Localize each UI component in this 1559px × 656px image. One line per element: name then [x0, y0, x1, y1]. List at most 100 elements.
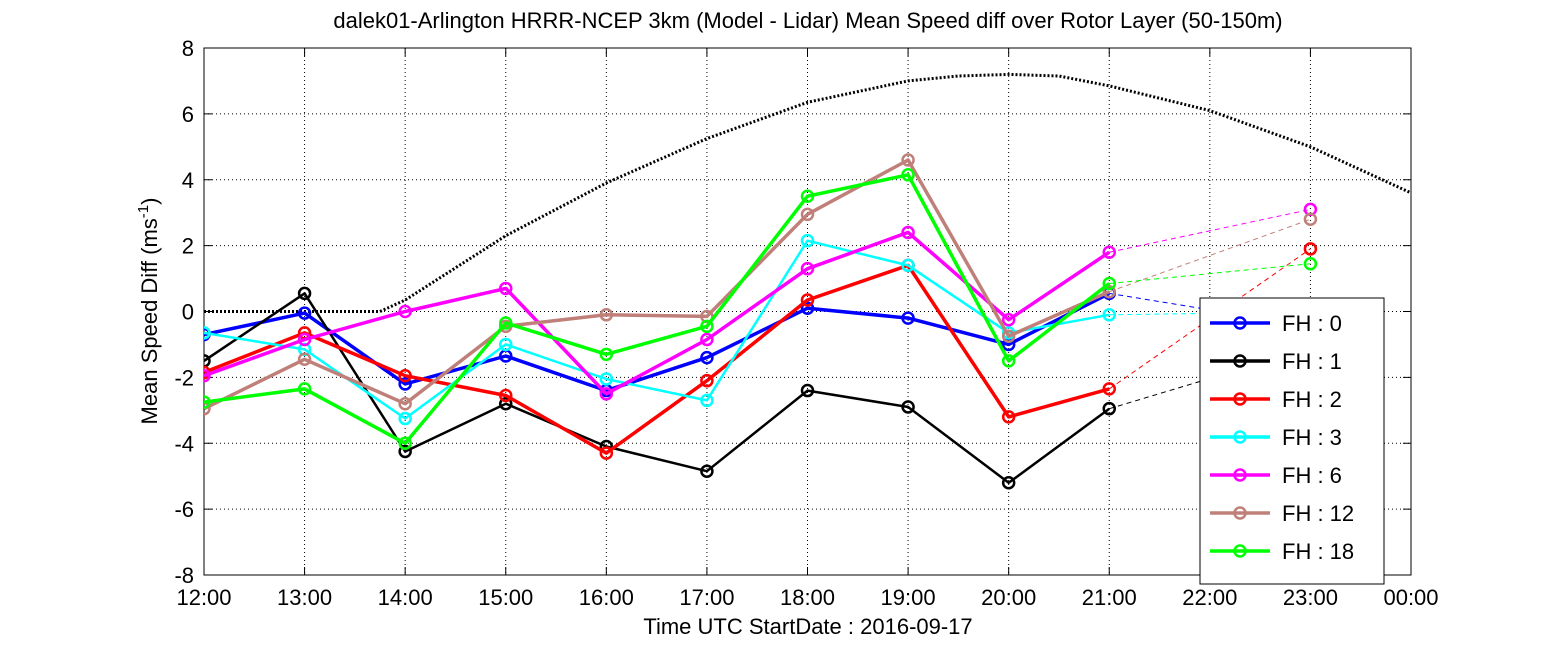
series-dashed-line	[1109, 208, 1311, 253]
y-tick-label: 4	[182, 168, 194, 193]
legend-label: FH : 6	[1282, 463, 1342, 488]
legend-label: FH : 12	[1282, 501, 1354, 526]
x-tick-label: 20:00	[981, 585, 1036, 610]
legend-label: FH : 18	[1282, 539, 1354, 564]
series-1	[204, 286, 1231, 490]
series-point	[1001, 312, 1016, 327]
legend-swatch-marker	[1233, 392, 1247, 406]
series-point	[499, 337, 513, 352]
y-axis-title-main: Mean Speed Diff (ms	[137, 218, 162, 424]
y-axis-title-suffix: )	[137, 198, 162, 205]
legend-label: FH : 0	[1282, 311, 1342, 336]
series-6	[204, 168, 1318, 450]
x-axis-title: Time UTC StartDate : 2016-09-17	[643, 614, 972, 639]
series-point	[901, 400, 915, 414]
series-point	[1303, 242, 1318, 256]
series-3	[204, 233, 1231, 426]
reference-curve	[204, 72, 1411, 313]
x-tick-label: 23:00	[1283, 585, 1338, 610]
series-point	[204, 395, 211, 409]
y-tick-label: -4	[174, 431, 194, 456]
y-axis-title: Mean Speed Diff (ms-1)	[135, 198, 162, 425]
y-tick-label: -6	[174, 497, 194, 522]
series-point	[297, 332, 312, 347]
y-tick-label: -2	[174, 365, 194, 390]
series-point	[204, 368, 211, 383]
series-5	[204, 153, 1318, 416]
series-point	[1001, 410, 1016, 424]
y-tick-label: 8	[182, 36, 194, 61]
series-point	[297, 306, 312, 320]
legend-swatch-marker	[1233, 544, 1247, 558]
x-tick-label: 14:00	[378, 585, 433, 610]
series-point	[1303, 212, 1318, 227]
legend-swatch-marker	[1233, 468, 1247, 482]
series-point	[398, 304, 412, 319]
series-line	[204, 239, 1110, 420]
series-point	[398, 411, 412, 426]
x-tick-label: 22:00	[1182, 585, 1237, 610]
series-dashed-line	[1109, 248, 1311, 390]
series-point	[499, 316, 513, 330]
series-point	[499, 281, 513, 296]
series-point	[901, 153, 915, 167]
x-tick-label: 16:00	[579, 585, 634, 610]
series-point	[1102, 401, 1116, 416]
x-tick-label: 18:00	[780, 585, 835, 610]
series-line	[204, 292, 1111, 485]
x-tick-label: 21:00	[1082, 585, 1137, 610]
x-tick-label: 15:00	[478, 585, 533, 610]
series-point	[901, 311, 915, 325]
series-line	[204, 158, 1111, 411]
series-point	[800, 207, 815, 222]
series-point	[398, 444, 412, 459]
series-point	[1102, 276, 1116, 291]
series-point	[204, 401, 211, 416]
legend-swatch-marker	[1233, 316, 1247, 330]
series-point	[204, 354, 211, 368]
series-point	[297, 286, 312, 301]
series-point	[1001, 354, 1016, 368]
series-point	[1303, 256, 1318, 271]
x-tick-label: 12:00	[176, 585, 231, 610]
series-point	[901, 225, 915, 240]
x-tick-label: 00:00	[1383, 585, 1438, 610]
series-point	[800, 261, 815, 276]
series-point	[398, 368, 412, 383]
series-point	[297, 352, 312, 367]
series-line	[204, 173, 1111, 446]
series-point	[1102, 284, 1116, 299]
series-point	[1102, 382, 1116, 396]
legend-swatch-marker	[1233, 506, 1247, 520]
series-point	[599, 347, 614, 362]
y-tick-label: -8	[174, 563, 194, 588]
plot-content	[204, 72, 1411, 490]
legend-label: FH : 2	[1282, 387, 1342, 412]
series-4	[204, 202, 1318, 401]
series-point	[1001, 476, 1016, 490]
series-point	[800, 293, 815, 307]
y-axis-ticks: -8 -6 -4 -2 0 2 4 6 8	[174, 36, 1411, 588]
chart-title: dalek01-Arlington HRRR-NCEP 3km (Model -…	[333, 8, 1282, 33]
legend-label: FH : 1	[1282, 349, 1342, 374]
series-point	[204, 326, 211, 340]
x-tick-label: 19:00	[881, 585, 936, 610]
series-point	[1102, 308, 1116, 322]
y-axis-title-superscript: -1	[135, 205, 152, 218]
series-point	[297, 382, 312, 396]
series-point	[599, 387, 614, 401]
series-point	[1001, 329, 1016, 343]
y-tick-label: 0	[182, 300, 194, 325]
series-point	[398, 377, 412, 391]
series-point	[398, 436, 412, 450]
x-tick-label: 13:00	[277, 585, 332, 610]
series-point	[700, 393, 714, 408]
x-axis-ticks: 12:00 13:00 14:00 15:00 16:00 17:00 18:00 19:00…	[176, 48, 1439, 610]
series-point	[499, 396, 513, 411]
series-line	[204, 291, 1111, 393]
series-point	[700, 350, 714, 365]
legend-swatch-marker	[1233, 354, 1247, 368]
legend: FH : 0 FH : 1 FH : 2 FH : 3 FH : 6 FH : 12 FH …	[1199, 297, 1385, 585]
series-point	[599, 308, 614, 322]
series-point	[499, 388, 513, 403]
